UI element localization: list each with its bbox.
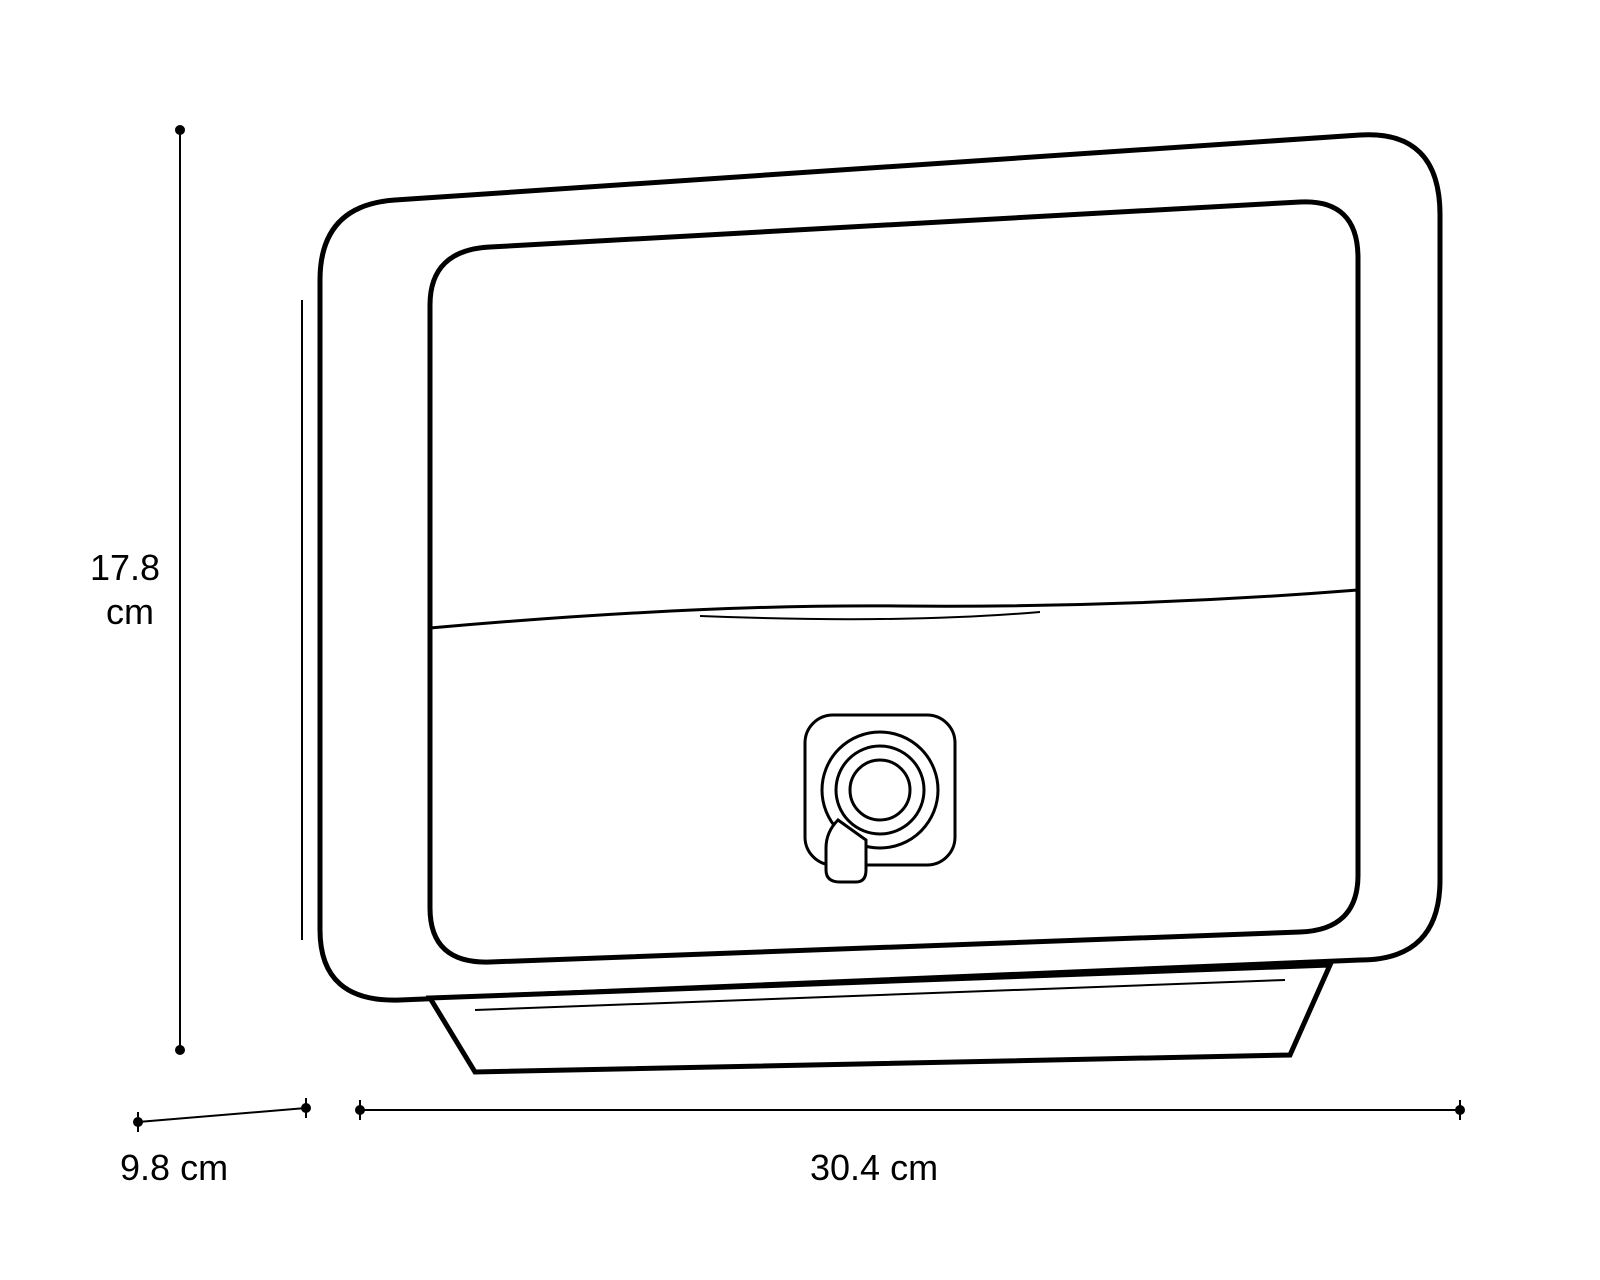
dimension-width: 30.4 cm <box>355 1100 1465 1188</box>
dispenser <box>302 135 1440 1072</box>
lock-assembly <box>805 715 955 882</box>
depth-label: 9.8 cm <box>120 1147 228 1188</box>
dimension-height: 17.8 cm <box>90 125 185 1055</box>
dimension-diagram: 17.8 cm 9.8 cm 30.4 cm <box>0 0 1600 1280</box>
lock-ring-inner <box>850 760 910 820</box>
dimension-depth: 9.8 cm <box>120 1098 311 1188</box>
height-label: 17.8 cm <box>90 547 170 632</box>
width-label: 30.4 cm <box>810 1147 938 1188</box>
